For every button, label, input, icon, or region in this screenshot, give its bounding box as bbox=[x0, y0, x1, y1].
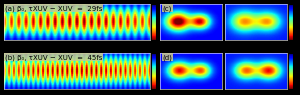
Text: (b) β₀, τXUV − XUV  =  45fs: (b) β₀, τXUV − XUV = 45fs bbox=[5, 54, 102, 61]
Text: (d): (d) bbox=[163, 54, 172, 61]
Text: (c): (c) bbox=[163, 5, 172, 12]
Text: (a) β₀, τXUV − XUV  =  29fs: (a) β₀, τXUV − XUV = 29fs bbox=[5, 5, 102, 12]
